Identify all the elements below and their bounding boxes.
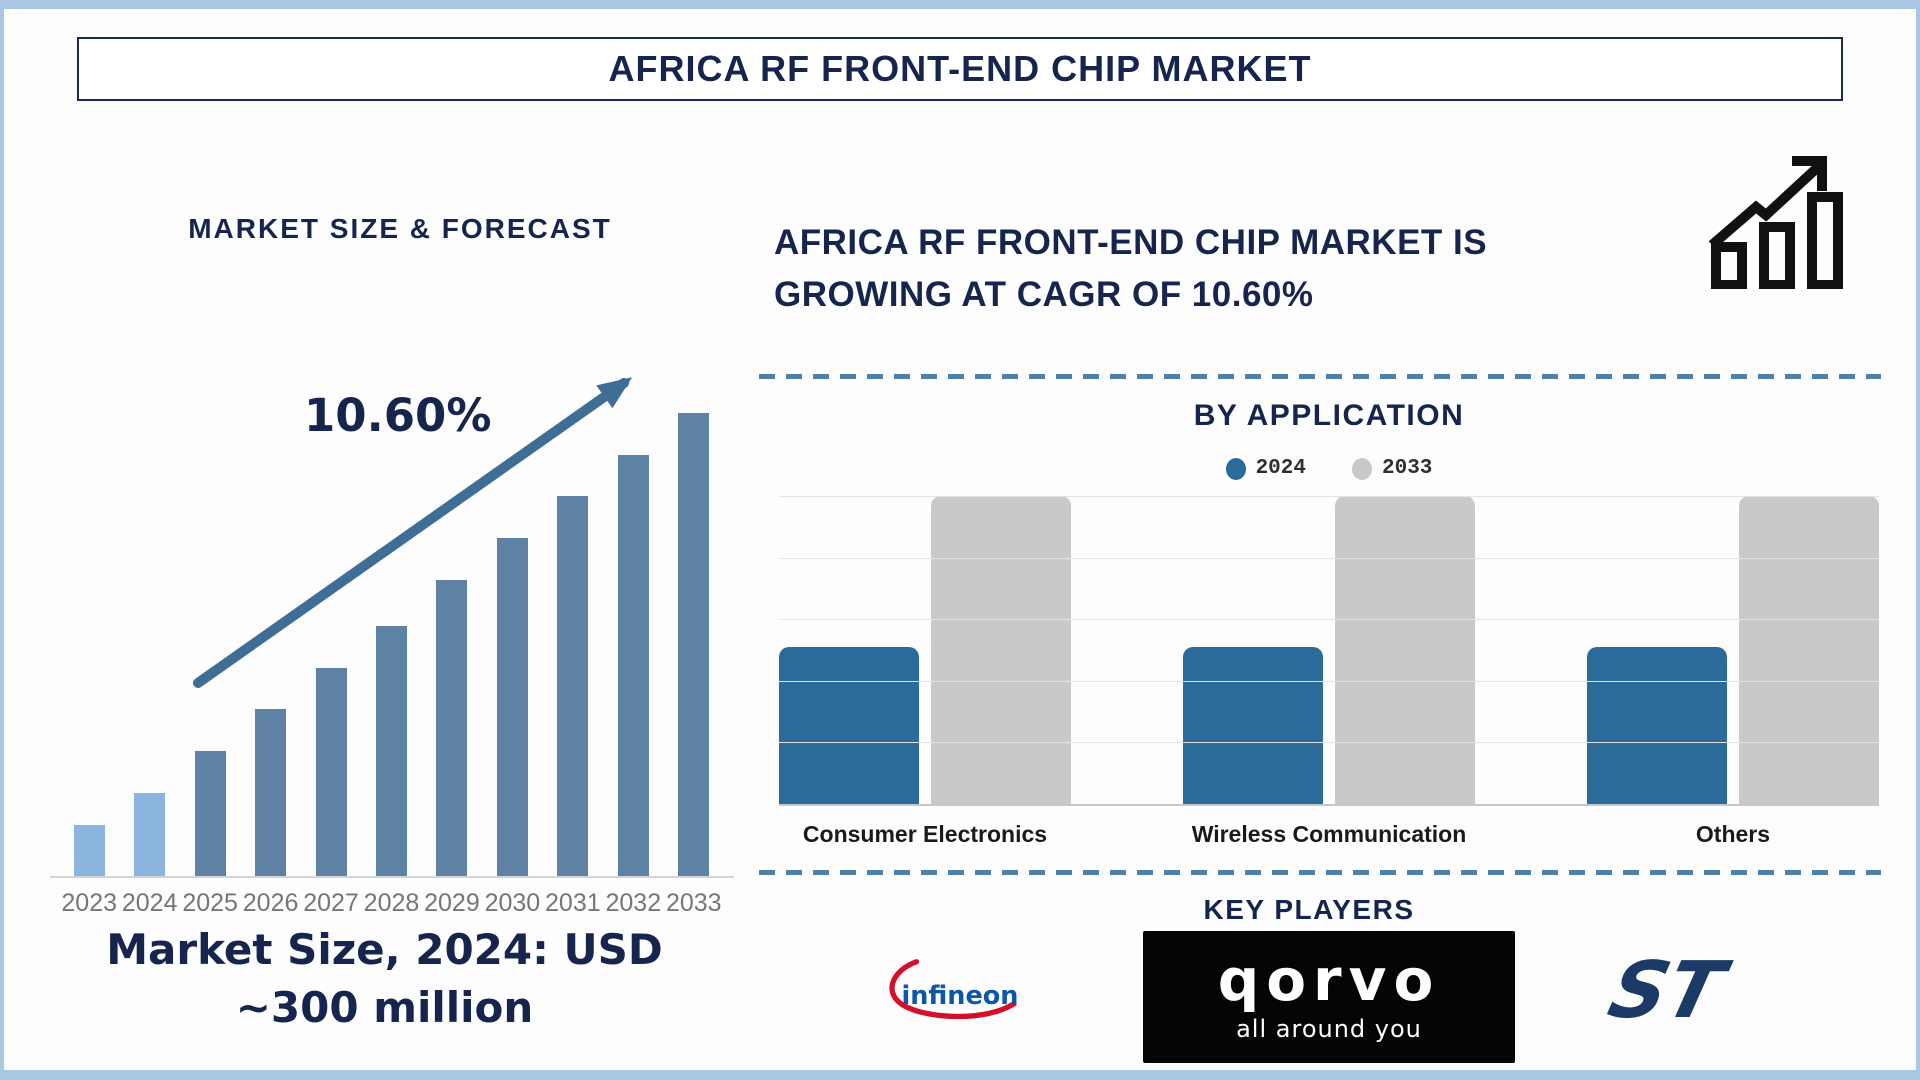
qorvo-tagline: all around you xyxy=(1236,1015,1422,1043)
gridline xyxy=(779,742,1879,744)
year-label-2030: 2030 xyxy=(484,889,541,917)
year-label-2028: 2028 xyxy=(363,889,420,917)
forecast-bar-cell xyxy=(59,407,119,876)
right-headline: AFRICA RF FRONT-END CHIP MARKET IS GROWI… xyxy=(774,217,1674,321)
category-label-2: Wireless Communication xyxy=(1191,821,1467,847)
dashed-divider-bottom xyxy=(759,870,1881,875)
gridline xyxy=(779,496,1879,497)
legend-dot-2033 xyxy=(1352,457,1372,480)
key-players-title: KEY PLAYERS xyxy=(1203,894,1415,925)
qorvo-logo: qorvo all around you xyxy=(1143,931,1515,1063)
forecast-bar-2023 xyxy=(73,825,105,876)
left-chart-title: MARKET SIZE & FORECAST xyxy=(188,213,612,244)
forecast-bar-2031 xyxy=(557,496,589,876)
forecast-bar-2027 xyxy=(315,667,347,876)
application-x-axis-line xyxy=(779,804,1879,806)
forecast-bar-cell xyxy=(664,407,724,876)
app-bar-2024-2 xyxy=(1183,646,1323,804)
year-label-2024: 2024 xyxy=(121,889,178,917)
legend-label-2024: 2024 xyxy=(1255,457,1306,480)
year-label-2032: 2032 xyxy=(605,889,662,917)
app-bar-2033-3 xyxy=(1739,496,1879,804)
growth-chart-icon xyxy=(1708,156,1843,289)
st-wordmark: ST xyxy=(1606,944,1738,1036)
forecast-bar-2029 xyxy=(436,579,468,876)
year-label-2031: 2031 xyxy=(545,889,601,917)
year-label-2027: 2027 xyxy=(303,889,359,917)
year-label-2023: 2023 xyxy=(61,889,118,917)
infineon-arc-icon xyxy=(889,959,1017,1020)
app-group-2 xyxy=(1183,496,1475,804)
cagr-label: 10.60% xyxy=(304,389,492,442)
forecast-x-axis-line xyxy=(50,876,734,878)
forecast-bar-2025 xyxy=(194,751,226,876)
forecast-bar-cell xyxy=(422,407,482,876)
year-label-2029: 2029 xyxy=(424,889,480,917)
year-label-2025: 2025 xyxy=(182,889,238,917)
gridline xyxy=(779,557,1879,559)
year-label-2026: 2026 xyxy=(242,889,299,917)
app-bar-2033-2 xyxy=(1335,496,1475,804)
forecast-bars xyxy=(59,407,724,876)
legend-label-2033: 2033 xyxy=(1382,457,1433,480)
legend-item-2033: 2033 xyxy=(1352,457,1432,480)
forecast-year-labels: 2023 2024 2025 2026 2027 2028 2029 2030 2031 2032… xyxy=(59,889,724,918)
forecast-bar-2024 xyxy=(134,792,166,876)
infineon-wordmark: infineon xyxy=(902,981,1019,1011)
forecast-bar-cell xyxy=(543,407,603,876)
forecast-bar-2030 xyxy=(496,538,528,876)
app-group-3 xyxy=(1587,496,1879,804)
gridline xyxy=(779,619,1879,621)
infineon-logo: infineon xyxy=(889,959,1019,1020)
forecast-bar-2026 xyxy=(255,709,287,876)
qorvo-wordmark: qorvo xyxy=(1217,946,1441,1014)
app-bar-2033-1 xyxy=(931,496,1071,804)
growth-arrow-icon xyxy=(193,377,633,688)
forecast-bar-cell xyxy=(119,407,179,876)
title-box: AFRICA RF FRONT-END CHIP MARKET xyxy=(77,37,1843,101)
legend-item-2024: 2024 xyxy=(1225,457,1306,480)
category-label-3: Others xyxy=(1695,821,1771,847)
forecast-bar-cell xyxy=(361,407,421,876)
forecast-bar-2028 xyxy=(375,625,407,876)
app-bar-2024-1 xyxy=(779,646,919,804)
legend-dot-2024 xyxy=(1225,457,1246,480)
forecast-bar-cell xyxy=(482,407,542,876)
page-title: AFRICA RF FRONT-END CHIP MARKET xyxy=(608,48,1312,89)
application-bar-groups xyxy=(779,496,1879,804)
application-category-labels: Consumer Electronics Wireless Communicati… xyxy=(779,821,1879,848)
app-bar-2024-3 xyxy=(1587,646,1727,804)
forecast-bar-cell xyxy=(603,407,663,876)
year-label-2033: 2033 xyxy=(665,889,722,917)
market-size-note: Market Size, 2024: USD ~300 million xyxy=(106,925,663,1032)
right-headline-line1: AFRICA RF FRONT-END CHIP MARKET IS xyxy=(774,223,1488,262)
forecast-bar-2032 xyxy=(617,454,649,876)
application-chart xyxy=(779,496,1879,806)
by-application-title: BY APPLICATION xyxy=(1193,399,1465,432)
forecast-bar-cell xyxy=(301,407,361,876)
st-logo: ST xyxy=(1606,944,1738,1036)
forecast-bar-cell xyxy=(240,407,300,876)
forecast-bar-2033 xyxy=(678,413,710,876)
forecast-bar-cell xyxy=(180,407,240,876)
category-label-1: Consumer Electronics xyxy=(802,821,1048,847)
application-legend: 2024 2033 xyxy=(779,457,1879,480)
dashed-divider-top xyxy=(759,374,1881,379)
gridline xyxy=(779,680,1879,682)
right-headline-line2: GROWING AT CAGR OF 10.60% xyxy=(774,275,1314,314)
app-group-1 xyxy=(779,496,1071,804)
